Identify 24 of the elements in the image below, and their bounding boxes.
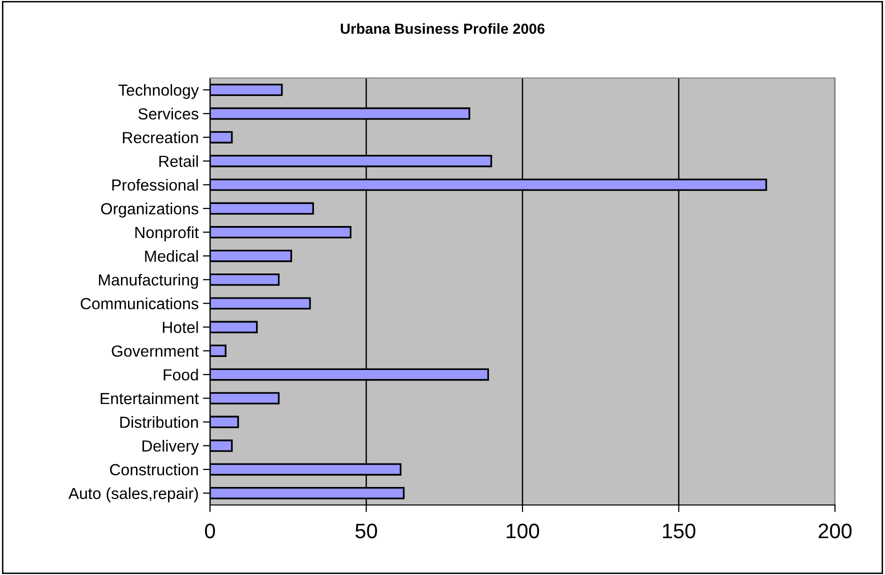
y-tick-label: Distribution xyxy=(120,416,198,428)
y-tick-label: Construction xyxy=(110,464,198,476)
chart-title: Urbana Business Profile 2006 xyxy=(340,23,545,34)
y-tick-label: Organizations xyxy=(101,202,198,218)
x-tick-label: 150 xyxy=(662,524,696,538)
y-tick-label: Government xyxy=(112,345,199,357)
y-tick-label: Services xyxy=(138,108,198,120)
x-tick-label: 200 xyxy=(818,524,852,538)
y-tick-label: Hotel xyxy=(162,321,198,334)
y-tick-label: Nonprofit xyxy=(135,226,199,242)
y-tick-label: Delivery xyxy=(142,440,199,455)
y-tick-label: Manufacturing xyxy=(98,274,198,289)
y-tick-label: Technology xyxy=(118,84,199,99)
y-tick-label: Auto (sales,repair) xyxy=(68,487,198,502)
x-tick-label: 50 xyxy=(356,524,378,538)
y-tick-label: Food xyxy=(164,368,198,380)
y-tick-label: Professional xyxy=(112,178,198,191)
x-tick-label: 0 xyxy=(205,524,215,538)
y-tick-label: Medical xyxy=(145,250,198,262)
y-tick-label: Recreation xyxy=(122,132,198,144)
y-tick-label: Retail xyxy=(159,155,198,167)
x-tick-label: 100 xyxy=(506,524,540,538)
y-tick-label: Entertainment xyxy=(100,392,199,404)
y-tick-label: Communications xyxy=(80,298,198,310)
